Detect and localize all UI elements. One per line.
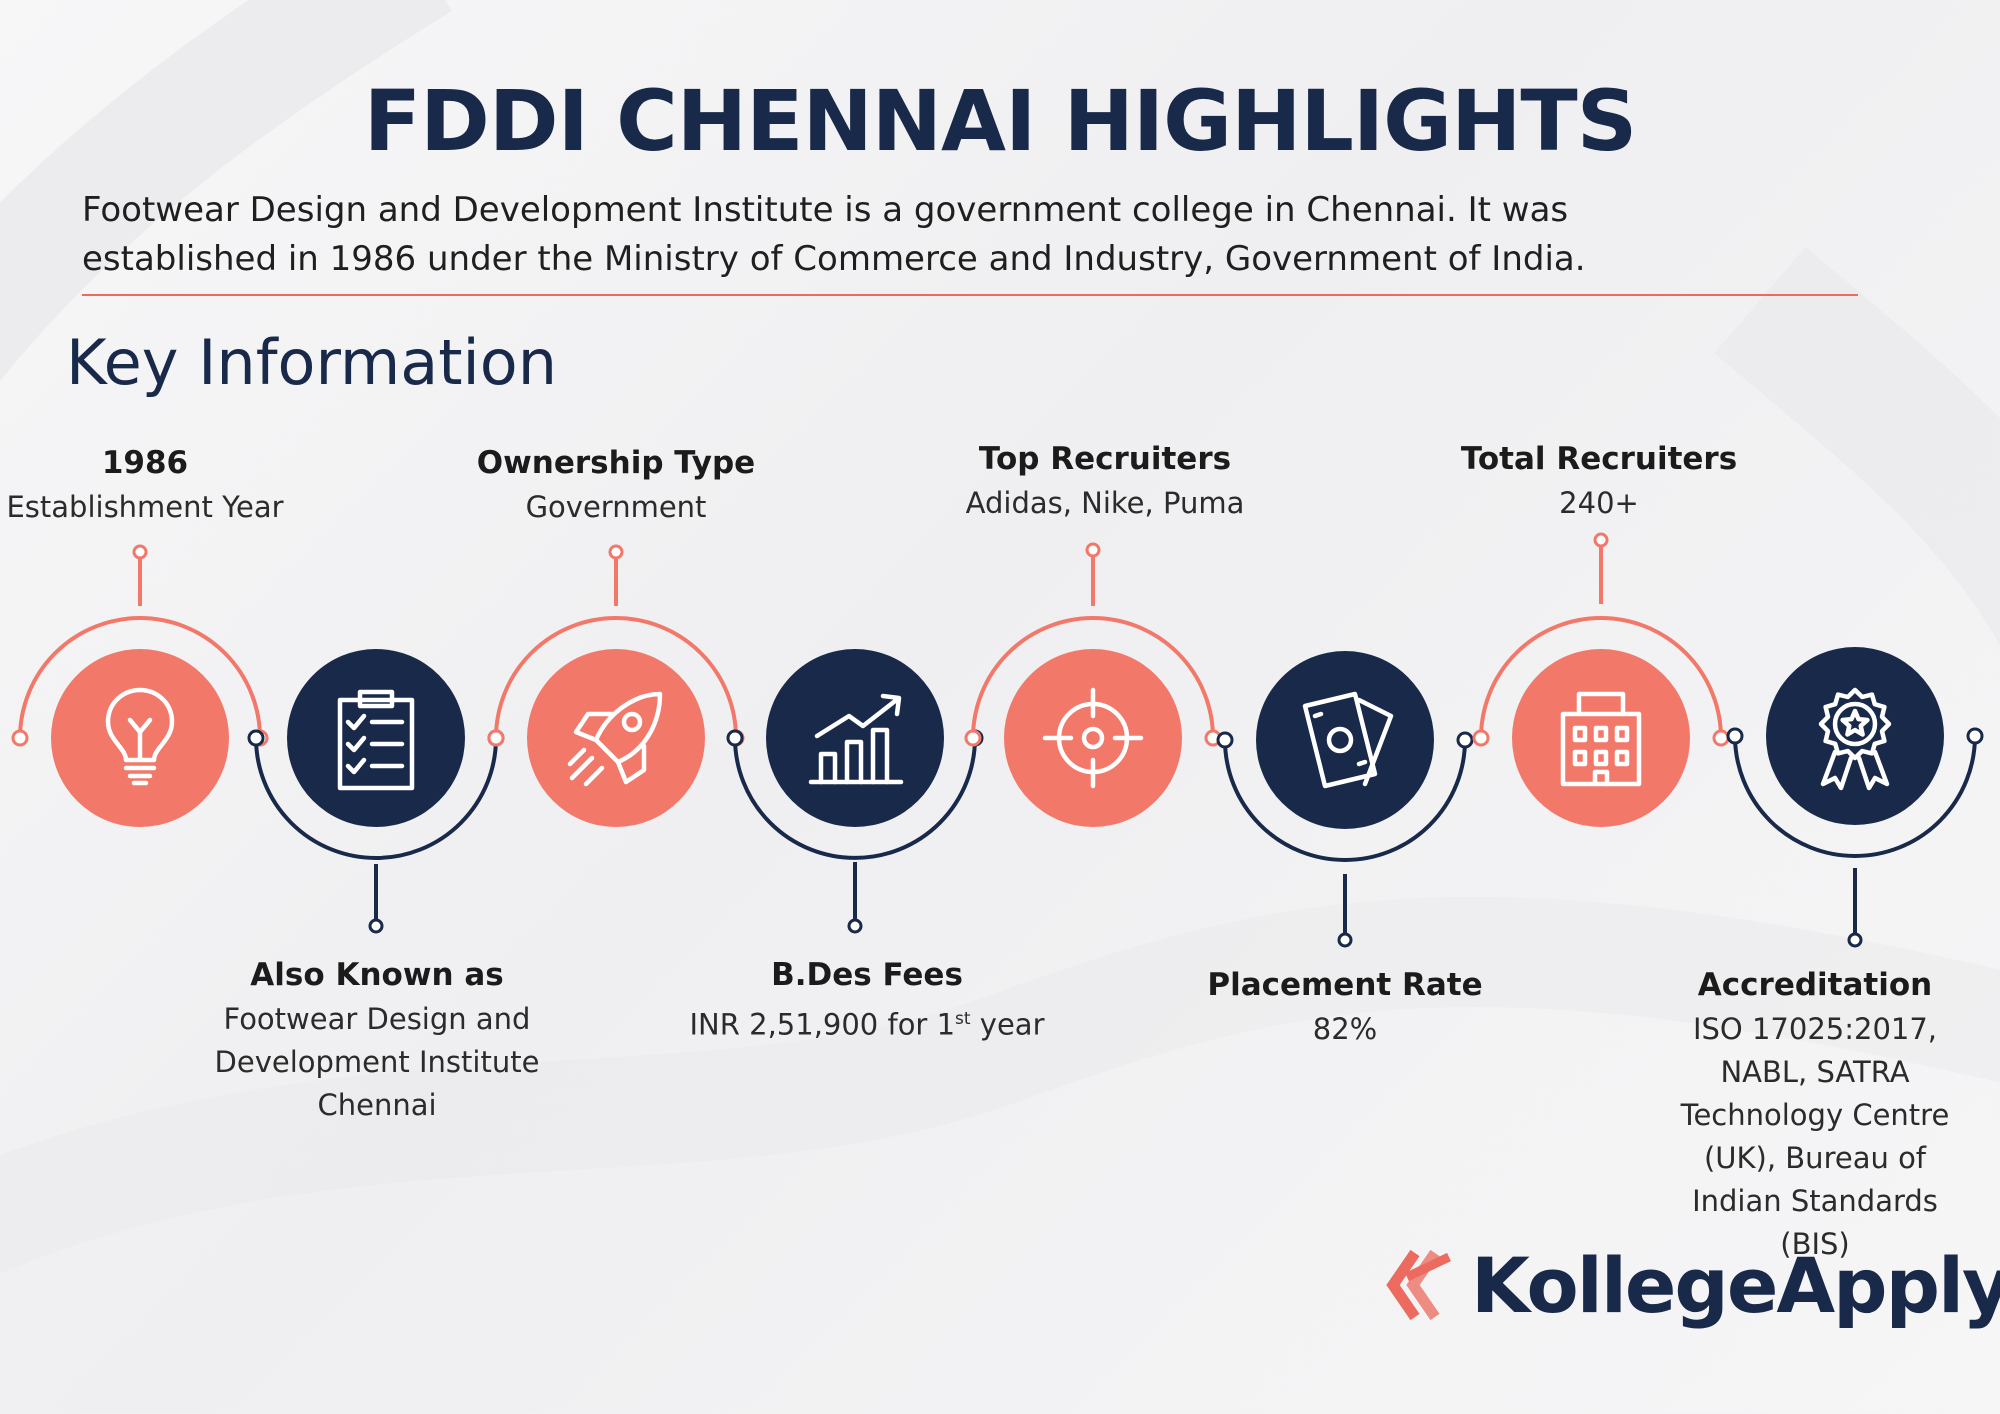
connector-dot: [1847, 932, 1863, 948]
timeline-arcs: [11, 532, 1984, 948]
label-value: Adidas, Nike, Puma: [965, 486, 1245, 520]
kollegeapply-logo: KollegeApply: [1385, 1240, 2000, 1330]
label-bdes-fees: B.Des Fees INR 2,51,900 for 1st year: [690, 952, 1045, 1047]
target-icon: [1042, 687, 1144, 789]
timeline-node: [1966, 727, 1984, 745]
label-accreditation: Accreditation ISO 17025:2017, NABL, SATR…: [1655, 962, 1975, 1266]
connector-dot: [132, 544, 148, 560]
office-building-icon: [1560, 691, 1642, 787]
icon-disc: [287, 649, 465, 827]
icon-disc: [1766, 647, 1944, 825]
timeline-icons: [51, 647, 1944, 829]
timeline-arc: [494, 616, 738, 739]
timeline-node: [1456, 731, 1474, 749]
label-value: ISO 17025:2017, NABL, SATRA Technology C…: [1680, 1012, 1950, 1261]
connector-dot: [368, 918, 384, 934]
timeline-node: [1712, 729, 1730, 747]
timeline-node: [726, 729, 744, 747]
icon-disc: [766, 649, 944, 827]
label-heading: Ownership Type: [476, 445, 756, 481]
timeline-arc: [1733, 735, 1977, 858]
timeline-node: [1726, 727, 1744, 745]
intro-line-2: established in 1986 under the Ministry o…: [82, 239, 1586, 279]
fee-amount: INR 2,51,900 for 1: [689, 1007, 956, 1042]
label-value: Government: [525, 490, 707, 524]
timeline-node: [1216, 731, 1234, 749]
icon-disc: [527, 649, 705, 827]
label-placement-rate: Placement Rate 82%: [1207, 962, 1482, 1051]
divider-line: [82, 294, 1858, 296]
fee-ordinal: st: [955, 1009, 971, 1029]
fee-period: year: [970, 1007, 1045, 1042]
timeline-node: [1472, 729, 1490, 747]
connector-dot: [1337, 932, 1353, 948]
label-heading: Also Known as: [250, 957, 504, 993]
label-heading: Placement Rate: [1207, 967, 1483, 1003]
label-top-recruiters: Top Recruiters Adidas, Nike, Puma: [966, 436, 1245, 525]
label-heading: Top Recruiters: [978, 441, 1232, 477]
logo-text: KollegeApply: [1471, 1240, 2000, 1330]
label-value: Footwear Design and Development Institut…: [214, 1002, 540, 1122]
label-value: 82%: [1312, 1012, 1378, 1046]
label-also-known-as: Also Known as Footwear Design and Develo…: [212, 952, 542, 1127]
icon-disc: [1004, 649, 1182, 827]
label-heading: Accreditation: [1697, 967, 1933, 1003]
label-total-recruiters: Total Recruiters 240+: [1461, 436, 1737, 525]
connector-dot: [1085, 542, 1101, 558]
clipboard-checklist-icon: [337, 689, 415, 791]
label-value: INR 2,51,900 for 1st year: [690, 998, 1045, 1047]
section-subtitle: Key Information: [66, 326, 558, 399]
label-heading: B.Des Fees: [771, 957, 963, 993]
timeline-node: [11, 729, 29, 747]
label-establishment-year: 1986 Establishment Year: [6, 440, 283, 529]
label-heading: 1986: [101, 445, 189, 481]
kollegeapply-logo-mark-icon: [1386, 1249, 1451, 1321]
label-value: Establishment Year: [6, 490, 284, 524]
intro-paragraph: Footwear Design and Development Institut…: [82, 186, 1882, 284]
award-badge-icon: [1818, 687, 1892, 791]
icon-disc: [1256, 651, 1434, 829]
timeline-node: [964, 729, 982, 747]
timeline-node: [487, 729, 505, 747]
rocket-icon: [567, 691, 663, 787]
timeline-arc: [18, 616, 262, 739]
connector-dot: [847, 918, 863, 934]
timeline-arc: [733, 737, 977, 860]
timeline-arc: [1223, 739, 1467, 862]
growth-chart-icon: [808, 693, 904, 785]
money-notes-icon: [1302, 691, 1394, 789]
label-ownership-type: Ownership Type Government: [477, 440, 755, 529]
timeline-arc: [971, 616, 1215, 739]
timeline-arc: [1479, 616, 1723, 739]
label-value: 240+: [1559, 486, 1639, 520]
page-title: FDDI CHENNAI HIGHLIGHTS: [363, 72, 1637, 170]
connector-dot: [608, 544, 624, 560]
timeline-arc: [254, 737, 498, 860]
lightbulb-icon: [105, 687, 175, 786]
intro-line-1: Footwear Design and Development Institut…: [82, 190, 1569, 230]
label-heading: Total Recruiters: [1460, 441, 1738, 477]
timeline-node: [247, 729, 265, 747]
connector-dot: [1593, 532, 1609, 548]
